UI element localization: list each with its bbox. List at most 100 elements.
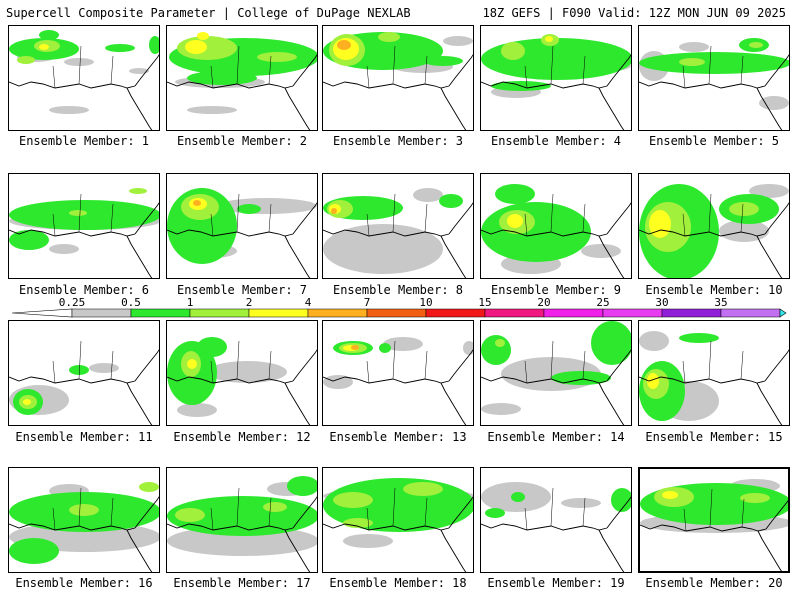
atlantic-coastline: [134, 349, 159, 382]
scp-contour-0: [89, 363, 119, 373]
legend-label-1: 0.5: [121, 297, 141, 309]
scp-contour-1: [9, 538, 59, 564]
scp-map-5: [639, 38, 789, 130]
ensemble-panel-13[interactable]: [322, 320, 474, 426]
legend-label-5: 7: [364, 297, 371, 309]
scp-contour-0: [443, 36, 473, 46]
scp-map-1: [9, 30, 159, 130]
panel-label-3: Ensemble Member: 3: [332, 134, 464, 148]
scp-contour-1: [39, 30, 59, 40]
state-borders: [210, 45, 272, 89]
scp-contour-3: [197, 32, 209, 40]
state-borders: [366, 193, 428, 237]
scp-map-8: [323, 188, 473, 278]
scp-contour-2: [175, 508, 205, 522]
scp-map-9: [481, 184, 631, 278]
ensemble-panel-2[interactable]: [166, 25, 318, 131]
ensemble-panel-20[interactable]: [638, 467, 790, 573]
legend-swatch-9: [602, 308, 663, 318]
ensemble-panel-8[interactable]: [322, 173, 474, 279]
legend-label-3: 2: [246, 297, 253, 309]
legend-swatch-6: [425, 308, 486, 318]
scp-contour-3: [187, 359, 197, 369]
ensemble-panel-3[interactable]: [322, 25, 474, 131]
scp-map-19: [481, 482, 631, 572]
scp-contour-0: [383, 337, 423, 351]
florida-coastline: [126, 235, 153, 278]
legend-label-8: 20: [537, 297, 550, 309]
atlantic-coastline: [292, 202, 317, 235]
scp-contour-0: [323, 375, 353, 389]
panel-label-2: Ensemble Member: 2: [176, 134, 308, 148]
state-borders: [52, 45, 114, 89]
atlantic-coastline: [765, 500, 788, 530]
florida-coastline: [598, 87, 625, 130]
ensemble-panel-17[interactable]: [166, 467, 318, 573]
panel-label-6: Ensemble Member: 6: [18, 283, 150, 297]
scp-contour-3: [649, 210, 671, 238]
scp-contour-0: [639, 331, 669, 351]
scp-map-7: [167, 188, 317, 278]
panel-label-9: Ensemble Member: 9: [490, 283, 622, 297]
state-borders: [366, 340, 428, 384]
legend-low-arrow: [12, 308, 73, 318]
ensemble-panel-18[interactable]: [322, 467, 474, 573]
state-borders: [524, 193, 586, 237]
atlantic-coastline: [448, 202, 473, 235]
scp-contour-0: [64, 58, 94, 66]
atlantic-coastline: [606, 54, 631, 87]
florida-coastline: [440, 235, 467, 278]
scp-contour-0: [187, 106, 237, 114]
florida-coastline: [284, 235, 311, 278]
panel-label-16: Ensemble Member: 16: [15, 576, 153, 590]
scp-map-12: [167, 337, 317, 425]
atlantic-coastline: [134, 54, 159, 87]
state-borders: [524, 340, 586, 384]
scp-contour-2: [139, 482, 159, 492]
ensemble-panel-5[interactable]: [638, 25, 790, 131]
scp-contour-3: [545, 36, 553, 42]
ensemble-panel-4[interactable]: [480, 25, 632, 131]
legend-high-arrow: [779, 308, 787, 318]
ensemble-panel-11[interactable]: [8, 320, 160, 426]
florida-coastline: [598, 529, 625, 572]
panel-label-1: Ensemble Member: 1: [18, 134, 150, 148]
atlantic-coastline: [606, 202, 631, 235]
ensemble-panel-6[interactable]: [8, 173, 160, 279]
scp-contour-3: [662, 491, 678, 499]
scp-contour-3: [39, 44, 49, 50]
ensemble-panel-1[interactable]: [8, 25, 160, 131]
scp-contour-2: [257, 52, 297, 62]
ensemble-panel-16[interactable]: [8, 467, 160, 573]
ensemble-panel-15[interactable]: [638, 320, 790, 426]
legend-swatch-5: [366, 308, 427, 318]
legend-swatch-4: [307, 308, 368, 318]
scp-contour-1: [481, 38, 631, 80]
scp-map-11: [9, 340, 159, 425]
atlantic-coastline: [764, 349, 789, 382]
ensemble-panel-14[interactable]: [480, 320, 632, 426]
legend-swatch-1: [130, 308, 191, 318]
atlantic-coastline: [292, 54, 317, 87]
scp-contour-0: [343, 534, 393, 548]
state-borders: [682, 193, 744, 237]
scp-contour-1: [197, 337, 227, 357]
scp-map-13: [323, 337, 473, 425]
ensemble-panel-7[interactable]: [166, 173, 318, 279]
legend-label-9: 25: [596, 297, 609, 309]
gulf-coastline: [639, 81, 766, 89]
scp-contour-4: [351, 345, 359, 350]
scp-contour-1: [591, 321, 631, 365]
ensemble-panel-19[interactable]: [480, 467, 632, 573]
panel-label-10: Ensemble Member: 10: [645, 283, 783, 297]
scp-contour-1: [187, 71, 257, 85]
florida-coastline: [284, 87, 311, 130]
scp-map-3: [323, 32, 473, 130]
ensemble-panel-9[interactable]: [480, 173, 632, 279]
panel-label-7: Ensemble Member: 7: [176, 283, 308, 297]
atlantic-coastline: [134, 496, 159, 529]
ensemble-panel-10[interactable]: [638, 173, 790, 279]
state-borders: [366, 45, 428, 89]
scp-contour-2: [69, 210, 87, 216]
ensemble-panel-12[interactable]: [166, 320, 318, 426]
